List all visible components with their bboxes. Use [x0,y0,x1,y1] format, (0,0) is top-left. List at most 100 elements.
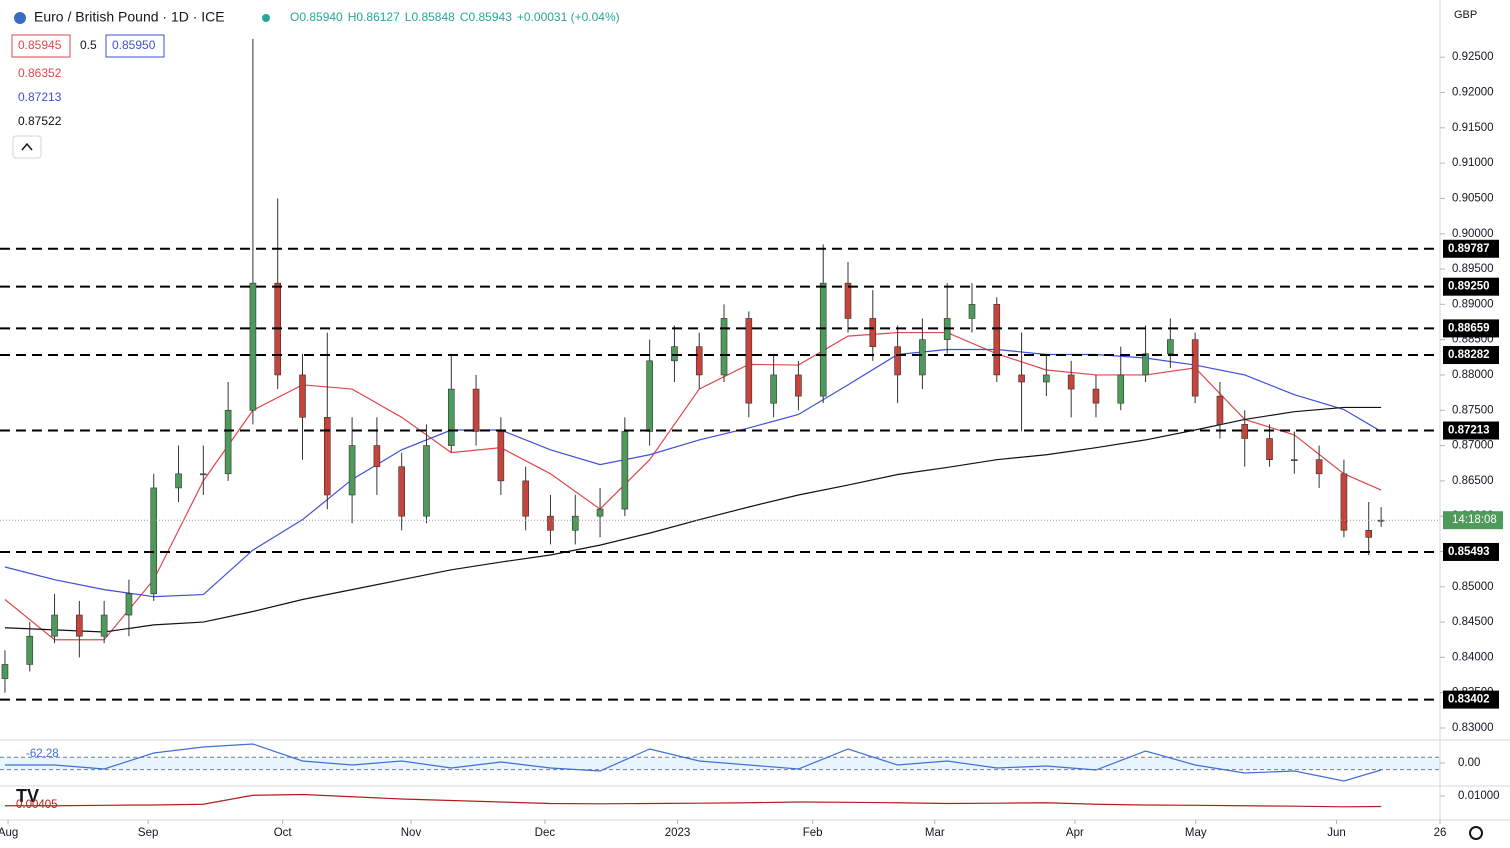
level-label: 0.88282 [1448,349,1490,361]
candle-body [1142,353,1149,376]
candle-body [547,515,554,531]
countdown: 14:18:08 [1452,514,1497,526]
candle-body [1315,459,1323,475]
candle-body [1067,374,1075,390]
level-box [1443,542,1499,561]
y-tick-label: 0.89000 [1452,298,1494,310]
candle-body [1191,339,1199,397]
x-tick-label: Oct [274,827,293,839]
moving-average [4,331,1382,641]
settings-icon[interactable] [1469,826,1483,840]
ohlc-value: C0.85943 [460,10,512,24]
candle-body [76,614,83,637]
spread: 0.5 [80,38,97,52]
collapse-button[interactable] [12,135,42,159]
candle-body [720,318,728,376]
candle-body [1340,473,1348,531]
candle-body [596,508,604,517]
y-tick-label: 0.90500 [1452,192,1494,204]
ask: 0.85950 [112,38,156,52]
candle-body [795,374,802,397]
x-tick-label: Mar [925,827,945,839]
currency[interactable]: GBP [1454,9,1477,21]
level-label: 0.89250 [1448,281,1490,293]
indicator-label: 0.00405 [16,799,58,811]
candle-body [1216,395,1224,425]
bid: 0.85945 [18,38,62,52]
y-tick-label: 0.87500 [1452,404,1494,416]
candle-body [1092,388,1100,404]
candle-body [51,614,58,637]
x-tick-label: Jun [1327,827,1346,839]
ohlc-value: H0.86127 [348,10,400,24]
y-tick-label: 0.86500 [1452,475,1494,487]
candle-body [968,304,976,319]
candle-body [919,339,926,376]
candle-body [299,374,306,418]
indicator-band [0,757,1440,770]
x-tick-label: Dec [535,827,556,839]
candle-body [1365,529,1373,538]
ohlc-value: +0.00031 (+0.04%) [517,10,620,24]
y-tick-label: 0.92000 [1452,87,1494,99]
bid-box[interactable] [11,34,71,58]
level-box [1443,239,1499,258]
y-tick-label: 0.91000 [1452,157,1494,169]
x-tick-label: May [1185,827,1207,839]
candle-body [993,304,1001,376]
candle-body [695,346,703,376]
candle-body [1043,374,1050,383]
y-tick-label: 0.87000 [1452,440,1494,452]
candle-body [621,431,629,510]
level-box [1443,277,1499,296]
level-box [1443,421,1499,440]
x-tick-label: Feb [803,827,823,839]
candle-body [26,635,34,665]
ma-value: 0.87213 [18,90,62,104]
candle-body [398,466,405,517]
x-tick-label: Nov [401,827,422,839]
ask-box[interactable] [105,34,165,58]
indicator-tick-label: 0.01000 [1458,790,1500,802]
collapse-icon [21,142,33,151]
candle-body [745,318,753,404]
candle-body [770,374,777,404]
x-tick-label: 2023 [665,827,691,839]
level-label: 0.85493 [1448,546,1490,558]
candle-body [100,614,108,637]
tv-logo: TV [16,786,39,806]
ma-value: 0.86352 [18,66,62,80]
candle-body [348,445,356,496]
candle-body [1291,459,1298,461]
candle-body [324,417,331,496]
indicator-line [4,793,1382,808]
indicator-label: -62.28 [26,748,59,760]
y-tick-label: 0.83000 [1452,722,1494,734]
symbol-icon [14,12,26,24]
x-tick-label: Apr [1066,827,1084,839]
y-tick-label: 0.91500 [1452,122,1494,134]
market-status [262,14,270,22]
level-box [1443,319,1499,338]
ohlc-value: L0.85848 [405,10,455,24]
indicator-tick-label: 0.00 [1458,757,1480,769]
candle-body [869,318,877,347]
level-label: 0.83402 [1448,694,1490,706]
candle-body [844,282,852,319]
y-tick-label: 0.84000 [1452,651,1494,663]
candle-body [571,515,579,531]
candle-body [1117,374,1125,404]
candle-body [894,346,901,376]
ma-value: 0.87522 [18,114,62,128]
candle-body [522,480,529,517]
candle-body [819,282,827,397]
candle-body [373,445,381,468]
symbol-title: Euro / British Pound · 1D · ICE [34,9,225,25]
candle-body [671,346,678,362]
level-label: 0.88659 [1448,322,1490,334]
candle-body [249,282,257,411]
x-tick-label: Aug [0,827,18,839]
level-label: 0.89787 [1448,243,1490,255]
